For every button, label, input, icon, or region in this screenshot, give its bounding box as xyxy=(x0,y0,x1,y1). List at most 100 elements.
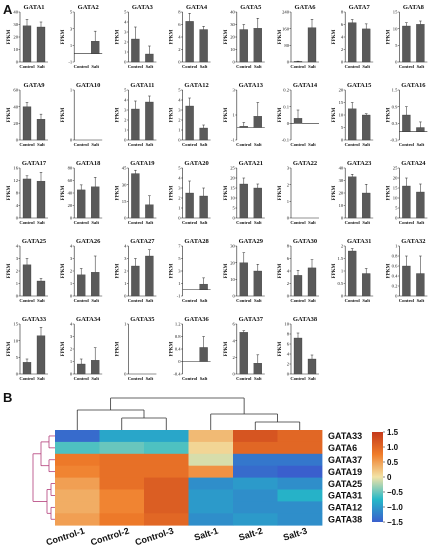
x-category-label: Control xyxy=(182,220,198,225)
y-axis-label: FPKM xyxy=(170,185,175,200)
y-tick-label: -1 xyxy=(68,60,73,65)
y-tick-label: 10 xyxy=(230,47,235,52)
heatmap-cell xyxy=(144,453,189,467)
heatmap-cell xyxy=(233,465,278,478)
y-tick-label: 10 xyxy=(393,196,398,201)
y-tick-label: -0.1 xyxy=(282,138,290,143)
chart-title: GATA16 xyxy=(401,82,426,89)
y-tick-label: 4 xyxy=(178,176,181,181)
x-category-label: Control xyxy=(74,142,90,147)
y-tick-label: 40 xyxy=(13,10,18,15)
chart-title: GATA2 xyxy=(78,4,99,11)
heatmap-column-label: Salt-2 xyxy=(237,526,263,543)
y-tick-label: 4 xyxy=(233,338,236,343)
x-category-label: Control xyxy=(19,64,35,69)
bar-salt xyxy=(362,192,371,219)
chart-title: GATA15 xyxy=(347,82,372,89)
bar-control xyxy=(239,332,248,375)
x-category-label: Salt xyxy=(91,142,99,147)
y-tick-label: 0.8 xyxy=(392,254,398,259)
y-tick-label: 12 xyxy=(13,178,18,183)
y-tick-label: 4 xyxy=(70,322,73,327)
y-tick-label: 8 xyxy=(16,191,19,196)
y-tick-label: 1 xyxy=(233,113,236,118)
x-category-label: Control xyxy=(345,64,361,69)
heatmap-cell xyxy=(99,501,145,514)
heatmap-cell xyxy=(99,465,145,478)
x-category-label: Salt xyxy=(146,64,154,69)
y-tick-label: 4 xyxy=(124,20,127,25)
y-tick-label: 6 xyxy=(341,22,344,27)
chart-title: GATA10 xyxy=(76,82,100,89)
bar-salt xyxy=(91,186,100,219)
y-tick-label: 0 xyxy=(178,60,181,65)
x-category-label: Salt xyxy=(146,298,154,303)
chart-title: GATA7 xyxy=(349,4,371,11)
y-tick-label: 15 xyxy=(13,322,18,327)
y-tick-label: 2 xyxy=(287,281,290,286)
y-tick-label: 0 xyxy=(178,216,181,221)
y-axis-label: FPKM xyxy=(386,185,391,200)
bar-chart-gata32: GATA32 0 0.2 0.4 0.6 0.8 1 FPKM Control Salt xyxy=(386,238,428,303)
heatmap-cell xyxy=(55,501,100,514)
bar-chart-gata7: GATA7 0 2 4 6 8 FPKM Control Salt xyxy=(332,4,374,69)
y-tick-label: 10 xyxy=(339,113,344,118)
x-category-label: Control xyxy=(290,376,306,381)
y-tick-label: 1 xyxy=(124,50,127,55)
heatmap-cell xyxy=(188,430,234,443)
x-category-label: Control xyxy=(74,376,90,381)
x-category-label: Salt xyxy=(254,64,262,69)
x-category-label: Control xyxy=(128,220,144,225)
x-category-label: Control xyxy=(236,376,252,381)
heatmap-cell xyxy=(233,489,278,502)
x-category-label: Salt xyxy=(200,142,208,147)
y-tick-label: 5 xyxy=(70,10,73,15)
y-tick-label: 0 xyxy=(70,216,73,221)
x-category-label: Salt xyxy=(37,142,45,147)
y-tick-label: 240 xyxy=(282,10,290,15)
bar-salt xyxy=(253,28,262,63)
bar-salt xyxy=(362,114,371,141)
bar-salt xyxy=(416,273,425,297)
bar-salt xyxy=(145,101,154,141)
y-tick-label: 10 xyxy=(284,322,289,327)
y-tick-label: 8 xyxy=(287,332,290,337)
bar-chart-gata5: GATA5 0 10 20 30 40 FPKM Control Salt xyxy=(224,4,265,69)
colorbar-tick-label: −1.0 xyxy=(387,503,403,512)
bar-control xyxy=(239,29,248,63)
y-tick-label: 6 xyxy=(233,322,236,327)
heatmap-cell xyxy=(188,513,234,526)
bar-chart-gata15: GATA15 0 5 10 15 20 FPKM Control Salt xyxy=(332,82,374,147)
y-tick-label: 0.9 xyxy=(392,104,398,109)
y-tick-label: 0 xyxy=(124,138,127,143)
chart-title: GATA12 xyxy=(184,82,208,89)
y-tick-label: 6 xyxy=(178,22,181,27)
y-tick-label: 2 xyxy=(341,244,344,249)
x-category-label: Control xyxy=(399,298,415,303)
y-tick-label: 1 xyxy=(70,43,73,48)
y-tick-label: 1 xyxy=(178,206,181,211)
heatmap-cell xyxy=(99,430,145,443)
heatmap-cell xyxy=(277,430,323,443)
heatmap-cell xyxy=(144,489,189,502)
heatmap-cell xyxy=(233,501,278,514)
y-tick-label: 4 xyxy=(16,203,19,208)
chart-title: GATA27 xyxy=(130,238,155,245)
y-tick-label: 80 xyxy=(284,43,289,48)
heatmap-cell xyxy=(55,453,100,467)
y-tick-label: 3 xyxy=(124,256,127,261)
colorbar-tick-label: 1.0 xyxy=(387,443,399,452)
y-tick-label: 2 xyxy=(124,269,127,274)
heatmap-cell xyxy=(144,441,189,455)
chart-title: GATA19 xyxy=(130,160,155,167)
y-axis-label: FPKM xyxy=(115,341,120,356)
y-tick-label: 1 xyxy=(178,281,181,286)
y-tick-label: 5 xyxy=(178,256,181,261)
bar-chart-gata34: GATA34 0 1 2 3 4 FPKM Control Salt xyxy=(61,316,103,381)
x-category-label: Salt xyxy=(308,142,316,147)
y-tick-label: 15 xyxy=(122,199,127,204)
y-tick-label: 40 xyxy=(339,166,344,171)
x-category-label: Salt xyxy=(417,64,425,69)
